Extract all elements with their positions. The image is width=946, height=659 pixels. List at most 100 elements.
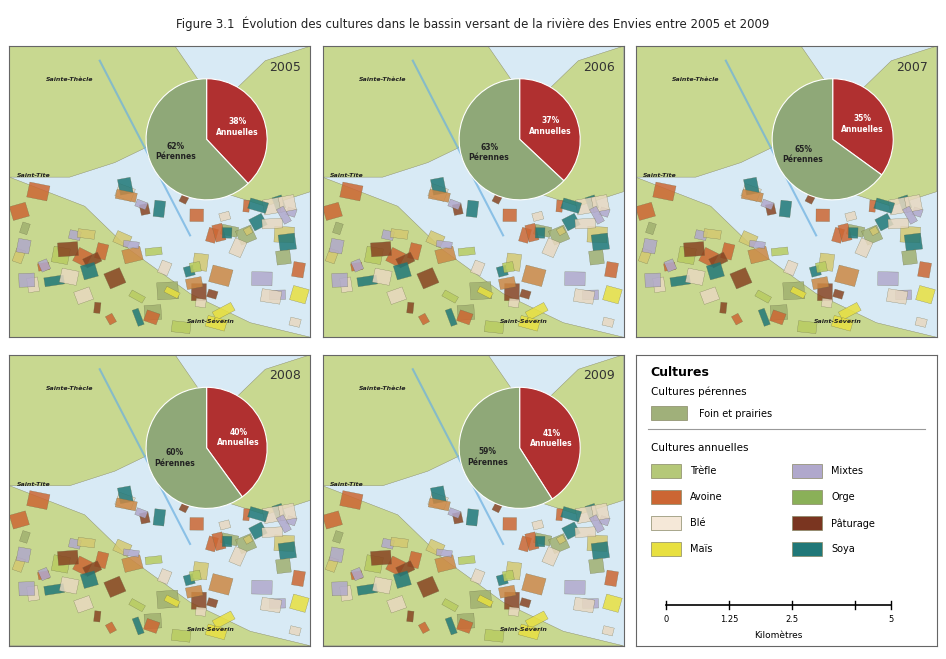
FancyBboxPatch shape — [117, 486, 133, 503]
FancyBboxPatch shape — [332, 530, 343, 543]
FancyBboxPatch shape — [508, 299, 519, 308]
FancyBboxPatch shape — [720, 302, 727, 314]
FancyBboxPatch shape — [94, 611, 101, 622]
FancyBboxPatch shape — [792, 542, 822, 556]
Text: 5: 5 — [888, 616, 894, 624]
FancyBboxPatch shape — [503, 209, 517, 221]
FancyBboxPatch shape — [20, 222, 30, 235]
FancyBboxPatch shape — [447, 507, 461, 519]
FancyBboxPatch shape — [387, 596, 407, 613]
FancyBboxPatch shape — [525, 223, 539, 242]
FancyBboxPatch shape — [832, 316, 853, 331]
FancyBboxPatch shape — [591, 194, 609, 212]
FancyBboxPatch shape — [190, 209, 203, 221]
FancyBboxPatch shape — [272, 195, 286, 211]
FancyBboxPatch shape — [229, 546, 247, 566]
FancyBboxPatch shape — [653, 277, 666, 293]
FancyBboxPatch shape — [115, 498, 137, 511]
FancyBboxPatch shape — [499, 585, 516, 598]
FancyBboxPatch shape — [139, 203, 150, 215]
FancyBboxPatch shape — [532, 520, 544, 530]
FancyBboxPatch shape — [888, 218, 909, 229]
FancyBboxPatch shape — [190, 517, 203, 530]
FancyBboxPatch shape — [529, 184, 545, 197]
FancyBboxPatch shape — [651, 516, 681, 530]
FancyBboxPatch shape — [497, 265, 508, 277]
FancyBboxPatch shape — [529, 492, 545, 505]
FancyBboxPatch shape — [782, 281, 805, 300]
FancyBboxPatch shape — [340, 182, 363, 201]
Text: Cultures pérennes: Cultures pérennes — [651, 387, 746, 397]
Text: Orge: Orge — [832, 492, 855, 502]
FancyBboxPatch shape — [556, 535, 566, 544]
FancyBboxPatch shape — [816, 209, 830, 221]
FancyBboxPatch shape — [381, 538, 394, 549]
FancyBboxPatch shape — [470, 260, 485, 275]
FancyBboxPatch shape — [243, 200, 250, 212]
FancyBboxPatch shape — [243, 535, 253, 544]
FancyBboxPatch shape — [157, 569, 172, 585]
Text: Saint-Séverin: Saint-Séverin — [500, 319, 549, 324]
FancyBboxPatch shape — [171, 629, 191, 643]
FancyBboxPatch shape — [602, 625, 614, 636]
FancyBboxPatch shape — [270, 598, 286, 608]
FancyBboxPatch shape — [916, 285, 936, 304]
Text: Saint-Séverin: Saint-Séverin — [187, 627, 236, 632]
FancyBboxPatch shape — [357, 584, 377, 595]
Polygon shape — [323, 355, 518, 486]
FancyBboxPatch shape — [534, 224, 552, 237]
FancyBboxPatch shape — [430, 486, 447, 503]
FancyBboxPatch shape — [417, 268, 439, 289]
FancyBboxPatch shape — [591, 233, 609, 251]
FancyBboxPatch shape — [82, 252, 102, 268]
FancyBboxPatch shape — [157, 590, 179, 608]
FancyBboxPatch shape — [426, 539, 446, 556]
FancyBboxPatch shape — [164, 595, 180, 607]
FancyBboxPatch shape — [429, 498, 450, 511]
FancyBboxPatch shape — [117, 177, 133, 195]
FancyBboxPatch shape — [60, 268, 79, 285]
FancyBboxPatch shape — [902, 206, 918, 224]
FancyBboxPatch shape — [249, 214, 268, 231]
FancyBboxPatch shape — [435, 555, 456, 573]
FancyBboxPatch shape — [243, 509, 250, 521]
FancyBboxPatch shape — [417, 576, 439, 598]
FancyBboxPatch shape — [470, 281, 492, 300]
FancyBboxPatch shape — [38, 262, 49, 272]
FancyBboxPatch shape — [535, 536, 545, 547]
FancyBboxPatch shape — [869, 226, 879, 236]
FancyBboxPatch shape — [113, 231, 132, 248]
FancyBboxPatch shape — [323, 511, 342, 529]
FancyBboxPatch shape — [185, 585, 203, 598]
FancyBboxPatch shape — [274, 535, 294, 552]
FancyBboxPatch shape — [770, 304, 788, 320]
Text: Pâturage: Pâturage — [832, 518, 875, 529]
FancyBboxPatch shape — [329, 239, 344, 254]
FancyBboxPatch shape — [651, 542, 681, 556]
FancyBboxPatch shape — [192, 561, 209, 580]
Text: 0: 0 — [663, 616, 668, 624]
FancyBboxPatch shape — [104, 576, 126, 598]
FancyBboxPatch shape — [721, 243, 735, 260]
FancyBboxPatch shape — [849, 227, 858, 238]
FancyBboxPatch shape — [325, 557, 339, 573]
FancyBboxPatch shape — [114, 492, 135, 510]
FancyBboxPatch shape — [739, 231, 758, 248]
FancyBboxPatch shape — [900, 226, 920, 243]
FancyBboxPatch shape — [145, 247, 163, 256]
FancyBboxPatch shape — [534, 532, 552, 546]
FancyBboxPatch shape — [700, 287, 720, 304]
FancyBboxPatch shape — [542, 238, 560, 258]
Polygon shape — [323, 177, 623, 337]
Text: Foin et prairies: Foin et prairies — [699, 409, 772, 418]
FancyBboxPatch shape — [518, 624, 540, 640]
FancyBboxPatch shape — [639, 248, 652, 264]
FancyBboxPatch shape — [144, 310, 160, 325]
FancyBboxPatch shape — [262, 505, 285, 523]
FancyBboxPatch shape — [220, 532, 238, 546]
FancyBboxPatch shape — [466, 200, 479, 217]
FancyBboxPatch shape — [842, 184, 858, 197]
FancyBboxPatch shape — [525, 302, 548, 320]
FancyBboxPatch shape — [164, 287, 180, 299]
FancyBboxPatch shape — [157, 281, 179, 300]
